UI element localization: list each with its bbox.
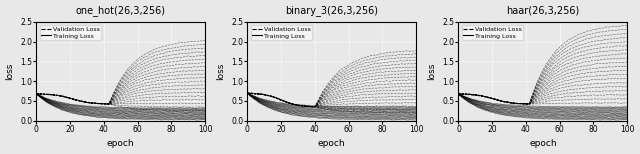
Legend: Validation Loss, Training Loss: Validation Loss, Training Loss: [40, 25, 101, 41]
Title: binary_3(26,3,256): binary_3(26,3,256): [285, 6, 378, 16]
Title: one_hot(26,3,256): one_hot(26,3,256): [76, 6, 166, 16]
X-axis label: epoch: epoch: [318, 139, 346, 148]
Y-axis label: loss: loss: [216, 63, 225, 80]
X-axis label: epoch: epoch: [107, 139, 134, 148]
Y-axis label: loss: loss: [6, 63, 15, 80]
Title: haar(26,3,256): haar(26,3,256): [506, 6, 579, 16]
X-axis label: epoch: epoch: [529, 139, 557, 148]
Legend: Validation Loss, Training Loss: Validation Loss, Training Loss: [461, 25, 524, 41]
Legend: Validation Loss, Training Loss: Validation Loss, Training Loss: [250, 25, 312, 41]
Y-axis label: loss: loss: [428, 63, 436, 80]
